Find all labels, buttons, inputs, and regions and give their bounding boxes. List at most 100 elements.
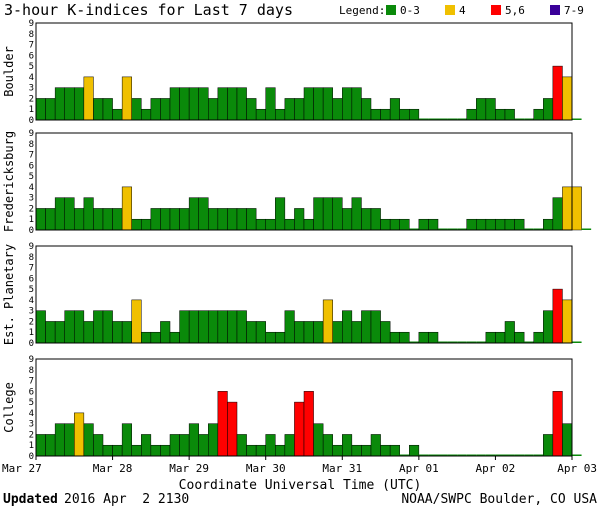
k-bar <box>188 87 199 121</box>
k-bar <box>351 197 362 231</box>
x-tick-label: Mar 28 <box>93 462 133 475</box>
k-bar <box>265 87 276 121</box>
x-tick-label: Apr 03 <box>557 462 597 475</box>
k-bar <box>255 218 266 231</box>
y-tick-label: 9 <box>29 19 34 29</box>
k-bar <box>198 434 209 457</box>
k-bar <box>64 197 75 231</box>
k-bar <box>504 321 515 344</box>
k-bar <box>131 299 142 344</box>
k-bar <box>179 434 190 457</box>
y-tick-label: 0 <box>29 226 34 236</box>
k-bar <box>141 434 152 457</box>
panel-frame <box>35 132 573 231</box>
k-bar <box>169 434 180 457</box>
k-bar <box>447 341 458 343</box>
k-bar <box>45 434 56 457</box>
k-bar <box>409 108 420 121</box>
k-bar <box>102 98 113 121</box>
k-bar <box>265 218 276 231</box>
k-bar <box>380 218 391 231</box>
k-bar <box>361 444 372 457</box>
y-tick-label: 1 <box>29 441 34 451</box>
k-bar <box>322 197 333 231</box>
y-tick-label: 6 <box>29 161 34 171</box>
k-bar <box>35 434 46 457</box>
k-bar <box>83 423 94 457</box>
k-bar <box>380 108 391 121</box>
k-bar <box>93 208 104 231</box>
panel-frame <box>35 245 573 344</box>
k-bar <box>409 444 420 457</box>
k-bar <box>198 197 209 231</box>
y-tick-label: 5 <box>29 62 34 72</box>
k-bar <box>141 331 152 344</box>
k-bar <box>322 87 333 121</box>
x-tick-label: Apr 01 <box>399 462 439 475</box>
k-bar <box>45 321 56 344</box>
x-tick-label: Mar 31 <box>322 462 362 475</box>
k-bar <box>160 321 171 344</box>
k-bar <box>188 197 199 231</box>
k-bar <box>64 87 75 121</box>
k-bar <box>227 208 238 231</box>
k-bar <box>236 87 247 121</box>
k-bar <box>409 341 419 343</box>
legend-label: Legend: <box>339 4 385 17</box>
k-bar <box>45 208 56 231</box>
k-bar <box>562 299 573 344</box>
k-bar <box>121 186 132 231</box>
k-bar <box>351 87 362 121</box>
k-bar <box>504 108 515 121</box>
y-tick-label: 9 <box>29 242 34 252</box>
k-bar <box>572 118 582 120</box>
y-tick-label: 2 <box>29 430 34 440</box>
k-bar <box>389 218 400 231</box>
y-tick-label: 5 <box>29 285 34 295</box>
legend-swatch-1 <box>445 5 455 15</box>
k-bar <box>284 434 295 457</box>
y-tick-label: 1 <box>29 105 34 115</box>
k-bar <box>217 208 228 231</box>
k-bar <box>524 454 534 456</box>
k-bar <box>313 321 324 344</box>
x-tick-label: Mar 29 <box>169 462 209 475</box>
k-bar <box>380 321 391 344</box>
x-axis-label: Coordinate Universal Time (UTC) <box>179 478 422 493</box>
y-tick-label: 1 <box>29 328 34 338</box>
k-bar <box>572 454 582 456</box>
k-bar <box>504 218 515 231</box>
k-bar <box>227 87 238 121</box>
k-bar <box>169 331 180 344</box>
k-bar <box>418 118 429 120</box>
k-bar <box>322 299 333 344</box>
k-bar <box>571 186 582 231</box>
k-bar <box>476 218 487 231</box>
k-bar <box>514 118 525 120</box>
y-tick-label: 7 <box>29 151 34 161</box>
k-bar <box>74 412 85 457</box>
panel-label: Est. Planetary <box>2 244 16 345</box>
k-bar <box>418 331 429 344</box>
k-bar <box>476 98 487 121</box>
k-bar <box>179 87 190 121</box>
k-bar <box>121 76 132 121</box>
k-bar <box>112 208 123 231</box>
k-bar <box>313 197 324 231</box>
k-bar <box>150 331 161 344</box>
k-bar <box>361 98 372 121</box>
y-tick-label: 7 <box>29 377 34 387</box>
y-tick-label: 3 <box>29 307 34 317</box>
k-bar <box>562 76 573 121</box>
chart-panels: 0123456789Boulder0123456789Fredericksbur… <box>2 19 592 462</box>
k-bar <box>255 321 266 344</box>
k-bar <box>275 331 286 344</box>
k-bar <box>361 310 372 344</box>
k-bar <box>83 197 94 231</box>
k-bar <box>313 87 324 121</box>
chart-title: 3-hour K-indices for Last 7 days <box>4 1 293 19</box>
k-bar <box>457 118 467 120</box>
